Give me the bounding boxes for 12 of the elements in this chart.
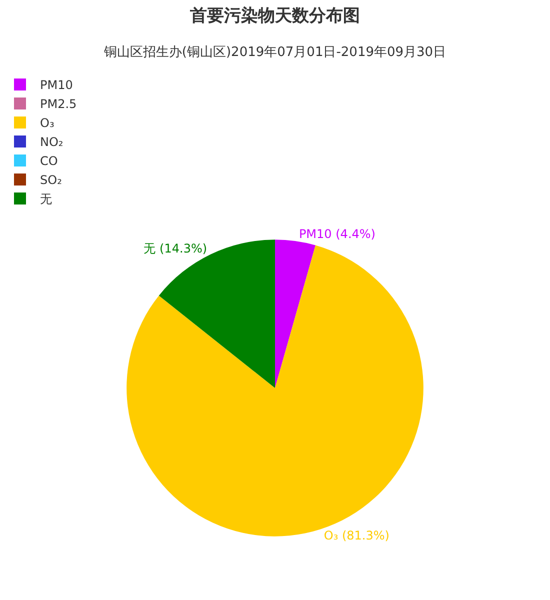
chart-subtitle: 铜山区招生办(铜山区)2019年07月01日-2019年09月30日	[102, 44, 446, 60]
legend-label: O₃	[40, 116, 54, 130]
legend-label: PM10	[40, 78, 73, 92]
data-label: O₃ (81.3%)	[324, 528, 390, 543]
legend-label: SO₂	[40, 173, 62, 188]
data-label: PM10 (4.4%)	[298, 227, 376, 242]
legend-label: NO₂	[40, 135, 64, 150]
legend-label: 无	[40, 192, 52, 206]
legend-label: PM2.5	[40, 97, 77, 112]
data-label: 无 (14.3%)	[144, 242, 208, 256]
chart-title: 首要污染物天数分布图	[189, 6, 360, 26]
legend-label: CO	[40, 154, 58, 168]
